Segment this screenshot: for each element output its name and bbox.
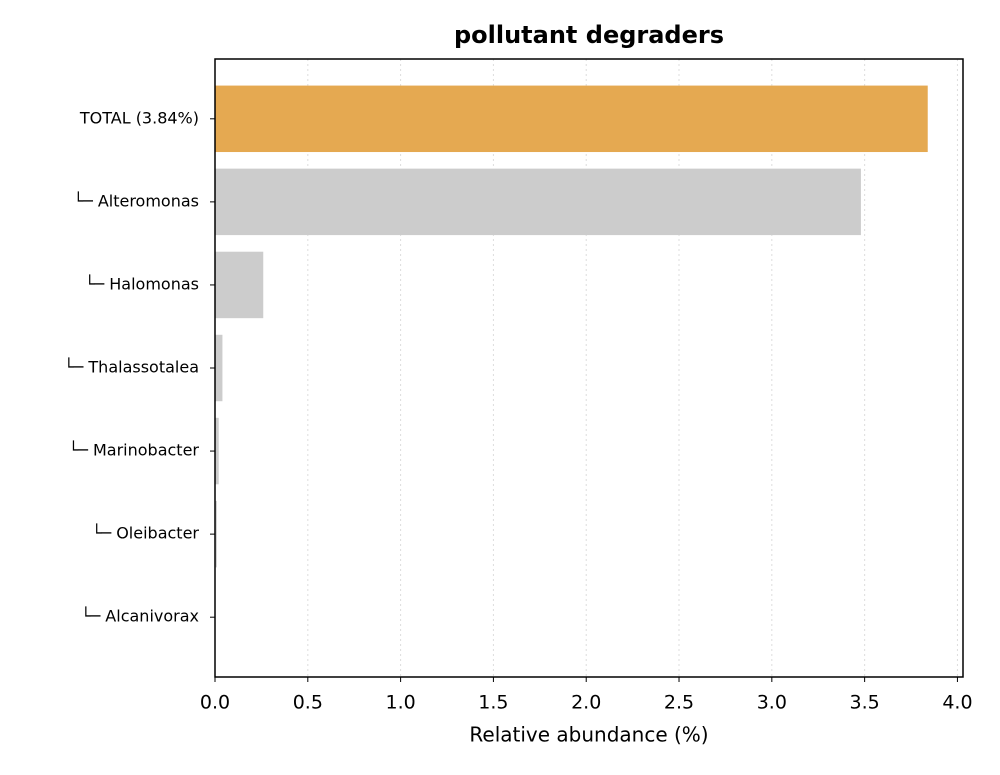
- x-tick-label: 3.0: [757, 692, 787, 714]
- x-tick-label: 1.5: [478, 692, 508, 714]
- y-tick-label: └─ Marinobacter: [69, 440, 200, 460]
- y-tick-label: └─ Alcanivorax: [81, 606, 199, 626]
- bar: [215, 417, 219, 485]
- x-tick-label: 3.5: [850, 692, 880, 714]
- x-tick-label: 4.0: [942, 692, 972, 714]
- bar: [215, 251, 264, 319]
- bar: [215, 500, 217, 568]
- x-axis-label: Relative abundance (%): [469, 723, 708, 747]
- axes-frame: [214, 58, 964, 678]
- x-tick-label: 2.0: [571, 692, 601, 714]
- y-tick-label: └─ Thalassotalea: [64, 357, 199, 377]
- x-tick-label: 0.5: [293, 692, 323, 714]
- bar: [215, 168, 861, 236]
- x-tick-label: 1.0: [385, 692, 415, 714]
- y-tick-label: └─ Alteromonas: [73, 190, 199, 210]
- y-tick-label: TOTAL (3.84%): [79, 108, 199, 127]
- bar: [215, 85, 928, 153]
- x-tick-label: 0.0: [200, 692, 230, 714]
- y-tick-label: └─ Halomonas: [85, 273, 199, 293]
- y-tick-label: └─ Oleibacter: [92, 523, 200, 543]
- bar: [215, 334, 223, 402]
- chart-title: pollutant degraders: [454, 21, 724, 49]
- x-tick-label: 2.5: [664, 692, 694, 714]
